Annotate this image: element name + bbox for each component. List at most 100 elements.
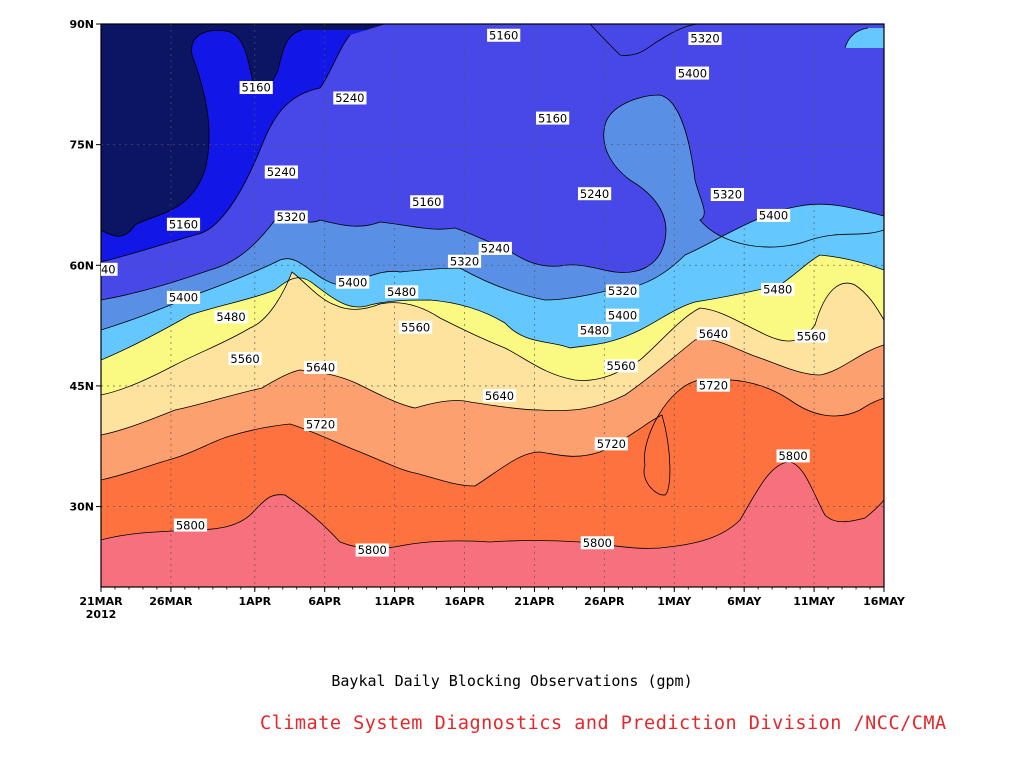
contour-label: 5640 <box>485 389 514 403</box>
contour-label-box <box>173 518 208 532</box>
contour-label-box <box>385 285 419 299</box>
contour-fill-layer <box>101 24 884 587</box>
x-tick-label: 26MAR <box>149 595 193 608</box>
y-tick-label: 90N <box>69 18 94 31</box>
contour-label-box <box>756 208 791 222</box>
contour-label-box <box>675 66 710 80</box>
contour-label: 5400 <box>608 308 637 322</box>
band-top-right-light <box>845 28 884 48</box>
contour-label-box <box>580 536 614 550</box>
contour-label-box <box>264 165 298 179</box>
contour-label-box <box>166 217 201 231</box>
contour-label-box <box>214 310 248 324</box>
x-tick-label: 6APR <box>308 595 341 608</box>
contour-label: 5720 <box>306 418 335 432</box>
contour-label-box <box>710 188 744 202</box>
contour-label: 5240 <box>86 263 115 277</box>
contour-label: 5240 <box>335 91 364 105</box>
y-tick-label: 45N <box>69 380 94 393</box>
x-tick-label: 16APR <box>444 595 485 608</box>
contour-label-box <box>410 195 444 209</box>
x-tick-year-label: 2012 <box>86 608 117 621</box>
contour-label: 5160 <box>412 195 441 209</box>
x-tick-label: 26APR <box>584 595 625 608</box>
contour-label: 5240 <box>580 187 609 201</box>
contour-label: 5400 <box>169 291 198 305</box>
y-tick-label: 60N <box>69 259 94 272</box>
contour-line-5640 <box>101 338 884 436</box>
x-tick-label: 21MAR <box>79 595 123 608</box>
contour-label-box <box>605 284 640 298</box>
contour-line-5240 <box>101 34 351 263</box>
contour-label: 5160 <box>538 111 567 125</box>
contour-label: 5320 <box>277 210 306 224</box>
contour-label-box <box>447 254 482 268</box>
contour-label: 5240 <box>481 242 510 256</box>
credit-line: Climate System Diagnostics and Predictio… <box>260 713 947 734</box>
contour-label: 5320 <box>690 32 719 46</box>
contour-label-box <box>794 329 828 343</box>
contour-label: 5320 <box>608 284 637 298</box>
contour-label: 5560 <box>230 352 259 366</box>
contour-line-upper-light <box>844 27 869 49</box>
contour-label: 5320 <box>450 254 479 268</box>
contour-label-box <box>696 378 731 392</box>
contour-label: 5400 <box>759 209 788 223</box>
contour-label-box <box>336 275 370 289</box>
contour-label: 5320 <box>713 188 742 202</box>
contour-label-box <box>333 91 367 105</box>
contour-label-box <box>482 389 517 403</box>
contour-label-box <box>776 449 810 463</box>
contour-label: 5560 <box>401 320 430 334</box>
contour-label-box <box>604 359 638 373</box>
contour-label: 5800 <box>358 543 387 557</box>
contour-label-box <box>761 282 795 296</box>
y-tick-label: 75N <box>69 139 94 152</box>
contour-label: 5400 <box>678 66 707 80</box>
contour-label: 5480 <box>216 310 245 324</box>
contour-label-box <box>478 241 512 255</box>
contour-label-box <box>303 418 338 432</box>
contour-line-upper-5320 <box>589 24 701 56</box>
contour-label: 5800 <box>176 518 205 532</box>
contour-label-box <box>239 81 273 95</box>
x-tick-label: 11MAY <box>793 595 836 608</box>
x-tick-label: 1MAY <box>657 595 692 608</box>
contour-label: 5640 <box>699 327 728 341</box>
contour-label-box <box>594 437 628 451</box>
contour-label-box <box>688 31 722 45</box>
contour-label: 5480 <box>763 283 792 297</box>
contour-label: 5240 <box>267 165 296 179</box>
contour-label: 5720 <box>597 437 626 451</box>
contour-label-box <box>228 352 262 366</box>
band-gt-5800 <box>101 462 884 587</box>
band-top-right-5320-region <box>590 24 700 56</box>
contour-label-box <box>696 327 731 341</box>
contour-label: 5160 <box>242 81 271 95</box>
contour-label-box <box>355 543 389 557</box>
contour-line-5720 <box>101 378 884 496</box>
contour-label-box <box>274 210 308 224</box>
x-tick-label: 1APR <box>238 595 271 608</box>
contour-label: 5480 <box>580 324 609 338</box>
contour-label-box <box>577 187 612 201</box>
contour-label: 5560 <box>797 329 826 343</box>
contour-label-box <box>605 308 640 322</box>
contour-label: 5400 <box>338 275 367 289</box>
contour-label: 5800 <box>778 449 807 463</box>
contour-label: 5560 <box>606 359 635 373</box>
contour-label-box <box>101 262 118 276</box>
contour-label: 5800 <box>583 536 612 550</box>
contour-label: 5160 <box>489 28 518 42</box>
contour-label: 5480 <box>387 285 416 299</box>
contour-label-box <box>487 28 521 42</box>
contour-label: 5160 <box>169 217 198 231</box>
y-tick-label: 30N <box>69 501 94 514</box>
contour-label-box <box>166 290 201 304</box>
contour-label: 5640 <box>306 361 335 375</box>
contour-label-box <box>398 320 433 334</box>
x-tick-label: 21APR <box>514 595 555 608</box>
contour-line-5400 <box>101 203 884 331</box>
